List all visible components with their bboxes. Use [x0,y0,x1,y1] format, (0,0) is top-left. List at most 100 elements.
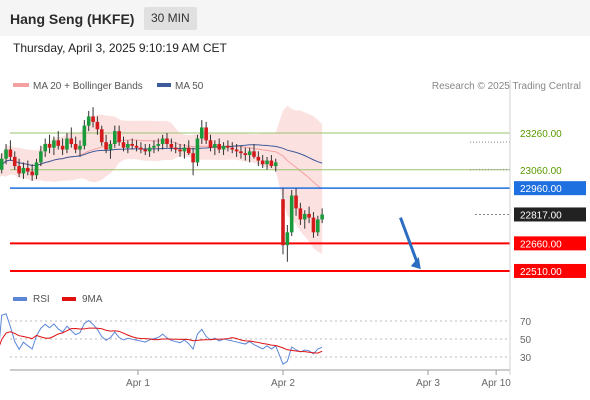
candle-body [165,138,169,144]
resistance-label: 23260.00 [520,129,562,140]
candle-body [130,144,134,146]
candle-body [30,171,34,176]
candle-body [195,138,200,163]
rsi-tick-label: 70 [520,317,532,328]
candle-body [8,149,13,157]
candle-body [169,144,174,148]
candle-body [311,217,316,233]
candle-body [47,144,52,148]
candle-body [239,151,243,154]
candle-body [191,153,195,163]
time-tick-label: Apr 1 [126,378,150,389]
chart-header: Hang Seng (HKFE) 30 MIN [0,0,590,36]
ma9-legend-swatch [62,297,76,301]
candle-body [217,144,221,150]
candle-body [265,160,269,165]
last-price-tag [514,207,586,222]
candle-body [252,151,256,157]
candle-body [126,144,130,148]
candle-body [302,213,307,220]
candle-body [208,140,213,148]
bollinger-band [0,105,323,254]
rsi-tick-label: 50 [520,335,532,346]
candle-body [316,219,320,233]
candle-body [182,147,187,152]
candle-body [243,153,248,156]
candle-body [17,166,21,174]
candle-body [281,199,285,246]
candle-body [260,160,265,165]
rsi-ma9-line [0,327,323,354]
candle-body [121,142,126,148]
candle-body [269,160,274,167]
candle-body [113,131,117,144]
candle-body [117,131,121,143]
instrument-title: Hang Seng (HKFE) [10,11,135,27]
candle-body [294,195,298,209]
candle-body [307,213,311,218]
ma50-line [0,144,323,167]
candle-body [43,144,47,152]
candle-body [289,195,294,233]
candle-body [69,138,74,144]
candle-body [156,144,161,146]
credit-label: Research © 2025 Trading Central [432,81,581,92]
support-tag [514,236,586,251]
candle-body [230,147,235,150]
ma9-legend-label: 9MA [82,294,103,305]
support-label: 22660.00 [520,239,562,250]
candle-body [52,140,56,148]
support-tag [514,263,586,278]
candle-body [99,129,104,143]
rsi-tick-label: 30 [520,353,532,364]
support-label: 22510.00 [520,267,562,278]
candle-body [186,147,191,154]
candle-body [247,151,252,156]
ma20-legend-label: MA 20 + Bollinger Bands [33,81,143,92]
ma50-legend-swatch [157,83,171,87]
time-tick-label: Apr 10 [481,378,511,389]
candle-body [298,208,303,220]
candle-body [139,147,143,150]
candle-body [12,156,17,167]
timeframe-button[interactable]: 30 MIN [144,7,197,30]
forecast-arrow [399,217,420,265]
ma20-legend-swatch [13,83,29,87]
candle-body [86,116,91,126]
candle-body [152,145,156,148]
candle-body [160,138,165,144]
rsi-legend-label: RSI [33,294,50,305]
candle-body [226,145,230,148]
ma50-legend-label: MA 50 [175,81,204,92]
candle-body [273,162,278,167]
rsi-legend-swatch [13,297,27,301]
time-tick-label: Apr 3 [416,378,440,389]
candle-body [108,144,113,150]
candle-body [78,145,82,150]
last-price-label: 22817.00 [520,210,562,221]
pivot-tag [514,181,586,196]
candle-body [256,156,261,161]
candle-body [73,144,78,150]
candle-body [95,121,100,130]
candle-body [60,145,65,150]
time-tick-label: Apr 2 [271,378,295,389]
time-axis: Apr 1 Apr 2 Apr 3 Apr 10 [126,370,511,389]
candle-body [91,116,95,122]
candle-body [213,144,217,148]
candle-body [285,232,290,246]
candle-body [34,162,39,176]
candle-body [173,147,178,150]
candle-body [82,125,87,146]
price-panel: 23260.00 23060.00 22960.00 22817.00 22660.00… [0,105,586,278]
datetime-label: Thursday, April 3, 2025 9:10:19 AM CET [13,41,227,55]
candle-body [4,149,8,159]
candle-body [143,149,148,152]
rsi-panel: 70 50 30 [0,313,532,365]
candle-body [65,138,69,150]
candle-body [221,145,226,150]
resistance-label: 23060.00 [520,166,562,177]
forecast-arrowhead [410,257,421,270]
candle-body [234,149,239,152]
